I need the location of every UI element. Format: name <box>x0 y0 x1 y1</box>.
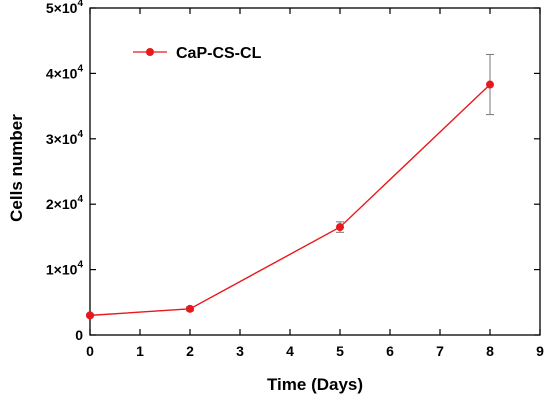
legend-label: CaP-CS-CL <box>176 45 262 62</box>
x-tick-label: 0 <box>86 343 94 359</box>
x-tick-label: 4 <box>286 343 294 359</box>
x-tick-label: 8 <box>486 343 494 359</box>
x-tick-label: 1 <box>136 343 144 359</box>
y-tick-label: 0 <box>75 327 83 343</box>
x-tick-label: 6 <box>386 343 394 359</box>
x-axis-title: Time (Days) <box>267 375 363 394</box>
legend-marker <box>146 48 154 56</box>
y-tick-label: 4×104 <box>46 63 84 81</box>
plot-frame <box>89 7 541 336</box>
x-tick-label: 2 <box>186 343 194 359</box>
data-point <box>86 311 94 320</box>
data-point <box>336 223 344 232</box>
series-layer <box>86 53 494 320</box>
x-tick-label: 9 <box>536 343 544 359</box>
legend: CaP-CS-CL <box>133 45 262 62</box>
data-point <box>486 80 494 89</box>
x-tick-label: 3 <box>236 343 244 359</box>
x-tick-label: 5 <box>336 343 344 359</box>
data-point <box>186 304 194 313</box>
x-axis-ticks: 0 1 2 3 4 5 6 7 8 9 <box>86 8 544 359</box>
y-tick-label: 2×104 <box>46 194 84 212</box>
x-tick-label: 7 <box>436 343 444 359</box>
y-tick-label: 5×104 <box>46 0 84 16</box>
series-line <box>89 84 491 317</box>
y-axis-title: Cells number <box>7 114 26 222</box>
y-tick-label: 3×104 <box>46 129 84 147</box>
y-tick-label: 1×104 <box>46 260 84 278</box>
y-axis-ticks: 0 1×104 2×104 3×104 4×104 5×104 <box>46 0 540 343</box>
